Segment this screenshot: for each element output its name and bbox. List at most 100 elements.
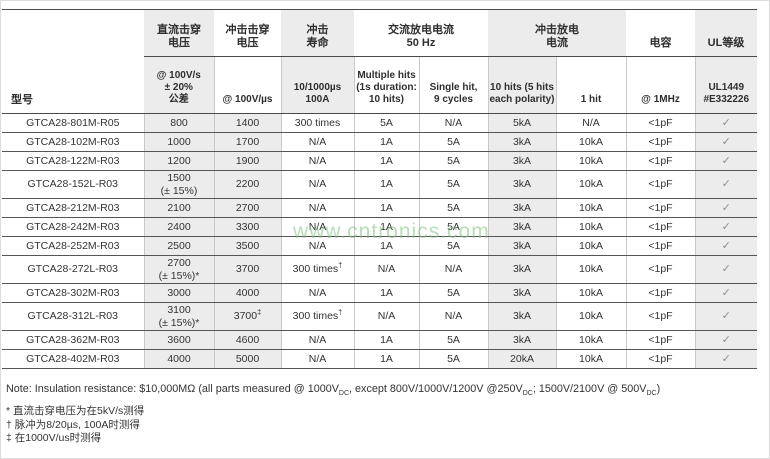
model-cell: GTCA28-302M-R03: [2, 283, 144, 303]
subheader-single-hit: Single hit, 9 cycles: [418, 56, 488, 114]
data-cell: 10kA: [555, 255, 626, 284]
model-cell: GTCA28-242M-R03: [2, 217, 144, 237]
data-cell: 800: [143, 113, 214, 133]
data-cell: N/A: [555, 113, 626, 133]
table-row: GTCA28-102M-R03 1000 1700 N/A 1A 5A 3kA 10kA <1p…: [2, 132, 757, 152]
data-cell: <1pF: [625, 283, 695, 303]
ul-check-cell: ✓: [694, 302, 757, 331]
ul-check-cell: ✓: [694, 349, 757, 369]
data-cell: 1A: [353, 198, 419, 218]
data-cell: <1pF: [625, 151, 695, 171]
model-cell: GTCA28-102M-R03: [2, 132, 144, 152]
data-cell: 3kA: [487, 236, 556, 256]
data-cell: 3kA: [487, 170, 556, 199]
spec-table: 型号 直流击穿 电压 冲击击穿 电压 冲击 寿命 交流放电电流 50 Hz 冲击…: [2, 9, 757, 369]
data-cell: <1pF: [625, 170, 695, 199]
table-row: GTCA28-312L-R03 3100 (± 15%)* 3700‡ 300 tim…: [2, 302, 757, 331]
subheader-life-condition: 10/1000µs 100A: [280, 56, 354, 114]
table-row: GTCA28-122M-R03 1200 1900 N/A 1A 5A 3kA 10kA <1p…: [2, 151, 757, 171]
data-cell: 1A: [353, 236, 419, 256]
subheader-ul-file: UL1449 #E332226: [694, 56, 757, 114]
data-cell: N/A: [280, 217, 354, 237]
data-cell: 3kA: [487, 283, 556, 303]
ul-check-cell: ✓: [694, 113, 757, 133]
data-cell: 1500 (± 15%): [143, 170, 214, 199]
table-row: GTCA28-272L-R03 2700 (± 15%)* 3700 300 time…: [2, 255, 757, 284]
data-cell: 4000: [213, 283, 281, 303]
data-cell: 3000: [143, 283, 214, 303]
data-cell: 2700 (± 15%)*: [143, 255, 214, 284]
data-cell: 10kA: [555, 151, 626, 171]
ul-check-cell: ✓: [694, 151, 757, 171]
table-row: GTCA28-402M-R03 4000 5000 N/A 1A 5A 20kA 10kA <1…: [2, 349, 757, 369]
data-cell: 10kA: [555, 283, 626, 303]
data-cell: 1700: [213, 132, 281, 152]
data-cell: 5000: [213, 349, 281, 369]
table-row: GTCA28-242M-R03 2400 3300 N/A 1A 5A 3kA 10kA <1p…: [2, 217, 757, 237]
model-cell: GTCA28-312L-R03: [2, 302, 144, 331]
data-cell: 5A: [418, 330, 488, 350]
data-cell: <1pF: [625, 217, 695, 237]
data-cell: 3kA: [487, 302, 556, 331]
ul-check-cell: ✓: [694, 330, 757, 350]
table-row: GTCA28-801M-R05 800 1400 300 times 5A N/A 5kA N…: [2, 113, 757, 133]
data-cell: N/A: [353, 302, 419, 331]
data-cell: N/A: [418, 255, 488, 284]
data-cell: 5A: [418, 132, 488, 152]
data-cell: 10kA: [555, 198, 626, 218]
data-cell: 2400: [143, 217, 214, 237]
data-cell: N/A: [418, 302, 488, 331]
footnote-line: ‡ 在1000V/us时测得: [6, 432, 102, 444]
data-cell: N/A: [280, 283, 354, 303]
group-header-impulse-life: 冲击 寿命: [281, 9, 354, 57]
data-cell: 3100 (± 15%)*: [143, 302, 214, 331]
data-cell: 2700: [213, 198, 281, 218]
data-cell: 10kA: [555, 170, 626, 199]
ul-check-cell: ✓: [694, 198, 757, 218]
data-cell: N/A: [280, 236, 354, 256]
data-cell: <1pF: [625, 236, 695, 256]
table-row: GTCA28-302M-R03 3000 4000 N/A 1A 5A 3kA 10kA <1p…: [2, 283, 757, 303]
ul-check-cell: ✓: [694, 132, 757, 152]
data-cell: <1pF: [625, 302, 695, 331]
ul-check-cell: ✓: [694, 236, 757, 256]
data-cell: 10kA: [555, 330, 626, 350]
data-cell: 10kA: [555, 349, 626, 369]
ul-check-cell: ✓: [694, 255, 757, 284]
data-cell: 3kA: [487, 330, 556, 350]
data-cell: 5A: [418, 198, 488, 218]
data-cell: 5A: [418, 349, 488, 369]
data-cell: 5A: [353, 113, 419, 133]
data-cell: 300 times†: [280, 255, 354, 284]
data-cell: 1A: [353, 132, 419, 152]
data-cell: 1900: [213, 151, 281, 171]
data-cell: 3kA: [487, 151, 556, 171]
group-header-dc-breakdown-voltage: 直流击穿 电压: [144, 9, 214, 57]
model-cell: GTCA28-252M-R03: [2, 236, 144, 256]
table-row: GTCA28-152L-R03 1500 (± 15%) 2200 N/A 1A 5A 3k…: [2, 170, 757, 199]
data-cell: N/A: [280, 349, 354, 369]
data-cell: 3kA: [487, 255, 556, 284]
insulation-resistance-note: Note: Insulation resistance: $10,000MΩ (…: [6, 383, 661, 398]
data-cell: 3kA: [487, 198, 556, 218]
data-cell: 1000: [143, 132, 214, 152]
footnote-line: † 脉冲为8/20µs, 100A时测得: [6, 418, 140, 431]
model-cell: GTCA28-122M-R03: [2, 151, 144, 171]
data-cell: <1pF: [625, 198, 695, 218]
table-row: GTCA28-212M-R03 2100 2700 N/A 1A 5A 3kA 10kA <1p…: [2, 198, 757, 218]
data-cell: N/A: [280, 170, 354, 199]
data-cell: 2500: [143, 236, 214, 256]
data-cell: 5A: [418, 217, 488, 237]
data-cell: 3700: [213, 255, 281, 284]
data-cell: <1pF: [625, 132, 695, 152]
group-header-ul-rating: UL等级: [695, 9, 757, 57]
data-cell: 20kA: [487, 349, 556, 369]
data-cell: 300 times†: [280, 302, 354, 331]
data-cell: 4600: [213, 330, 281, 350]
data-cell: N/A: [418, 113, 488, 133]
data-cell: 1400: [213, 113, 281, 133]
footnote-line: * 直流击穿电压为在5kV/s测得: [6, 405, 145, 417]
data-cell: N/A: [280, 132, 354, 152]
subheader-impulse-condition: @ 100V/µs: [213, 56, 281, 114]
